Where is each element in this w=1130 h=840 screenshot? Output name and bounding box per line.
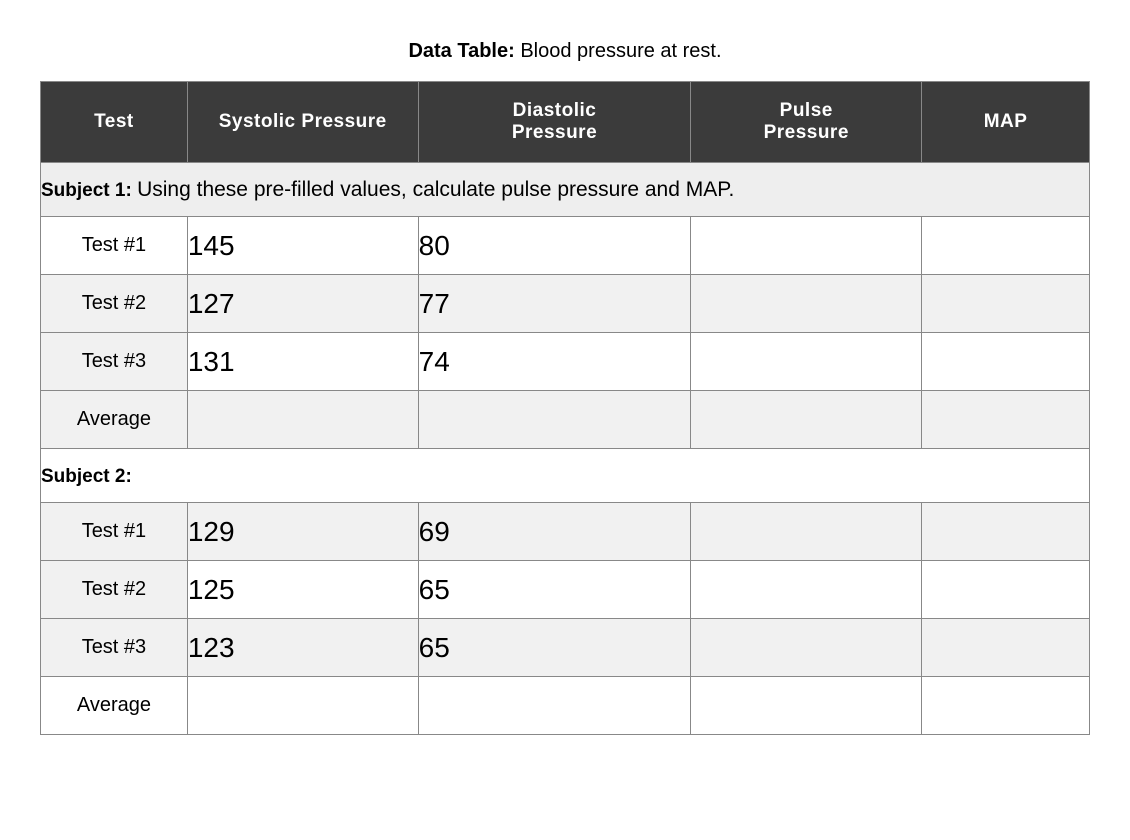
map-value (922, 333, 1090, 391)
systolic-value: 129 (187, 503, 418, 561)
subject-1-instruction: Using these pre-filled values, calculate… (137, 178, 734, 201)
diastolic-value (418, 391, 691, 449)
caption-lead: Data Table: (408, 40, 514, 62)
row-label: Test #1 (41, 217, 188, 275)
table-row: Test #2 127 77 (41, 275, 1090, 333)
diastolic-value: 65 (418, 561, 691, 619)
diastolic-value: 74 (418, 333, 691, 391)
systolic-value (187, 677, 418, 735)
diastolic-value: 80 (418, 217, 691, 275)
header-row: Test Systolic Pressure DiastolicPressure… (41, 82, 1090, 163)
systolic-value: 125 (187, 561, 418, 619)
systolic-value (187, 391, 418, 449)
diastolic-value (418, 677, 691, 735)
row-label: Test #2 (41, 275, 188, 333)
table-row: Test #3 131 74 (41, 333, 1090, 391)
table-row: Average (41, 677, 1090, 735)
col-map: MAP (922, 82, 1090, 163)
map-value (922, 391, 1090, 449)
col-systolic: Systolic Pressure (187, 82, 418, 163)
systolic-value: 145 (187, 217, 418, 275)
systolic-value: 131 (187, 333, 418, 391)
row-label: Test #3 (41, 333, 188, 391)
systolic-value: 127 (187, 275, 418, 333)
blood-pressure-table: Test Systolic Pressure DiastolicPressure… (40, 81, 1090, 735)
row-label: Average (41, 677, 188, 735)
diastolic-value: 65 (418, 619, 691, 677)
pulse-value (691, 561, 922, 619)
table-row: Test #3 123 65 (41, 619, 1090, 677)
pulse-value (691, 333, 922, 391)
table-row: Test #1 145 80 (41, 217, 1090, 275)
pulse-value (691, 503, 922, 561)
pulse-value (691, 391, 922, 449)
subject-2-label: Subject 2: (41, 466, 132, 487)
pulse-value (691, 677, 922, 735)
pulse-value (691, 275, 922, 333)
col-diastolic: DiastolicPressure (418, 82, 691, 163)
map-value (922, 503, 1090, 561)
systolic-value: 123 (187, 619, 418, 677)
table-row: Test #1 129 69 (41, 503, 1090, 561)
col-pulse: PulsePressure (691, 82, 922, 163)
caption-text: Blood pressure at rest. (520, 40, 721, 62)
map-value (922, 217, 1090, 275)
subject-2-header: Subject 2: (41, 449, 1090, 503)
col-test: Test (41, 82, 188, 163)
row-label: Test #2 (41, 561, 188, 619)
diastolic-value: 69 (418, 503, 691, 561)
map-value (922, 677, 1090, 735)
row-label: Test #3 (41, 619, 188, 677)
pulse-value (691, 217, 922, 275)
row-label: Test #1 (41, 503, 188, 561)
diastolic-value: 77 (418, 275, 691, 333)
row-label: Average (41, 391, 188, 449)
subject-1-header: Subject 1: Using these pre-filled values… (41, 163, 1090, 217)
map-value (922, 619, 1090, 677)
table-caption: Data Table: Blood pressure at rest. (40, 40, 1090, 63)
pulse-value (691, 619, 922, 677)
map-value (922, 561, 1090, 619)
table-row: Average (41, 391, 1090, 449)
table-row: Test #2 125 65 (41, 561, 1090, 619)
subject-1-label: Subject 1: (41, 180, 132, 201)
map-value (922, 275, 1090, 333)
